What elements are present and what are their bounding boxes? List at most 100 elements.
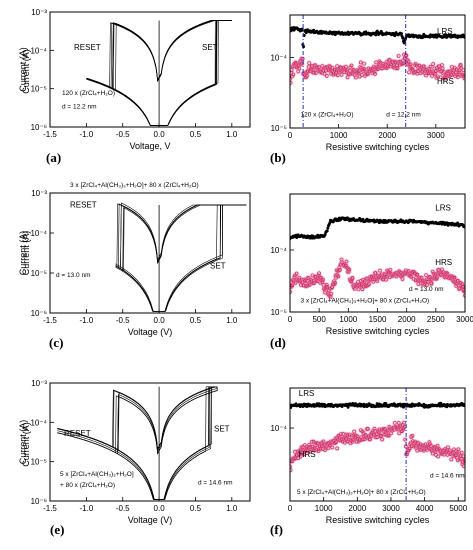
x-tick-label: 0: [288, 504, 293, 513]
data-point: [346, 266, 350, 271]
hrs-band-point: [387, 63, 394, 70]
hrs-band-point: [321, 71, 328, 77]
x-tick-label: 0.0: [154, 130, 166, 139]
hrs-band-point: [406, 69, 412, 76]
annotation: HRS: [435, 258, 452, 267]
hrs-band-point: [310, 438, 317, 445]
hrs-band-point: [355, 286, 362, 292]
data-point: [368, 67, 373, 71]
hrs-band-point: [402, 436, 409, 443]
data-point: [416, 440, 420, 445]
hrs-band-point: [402, 443, 409, 450]
hrs-band-point: [296, 274, 303, 281]
data-point: [315, 279, 320, 284]
data-point: [350, 440, 355, 444]
data-point: [373, 271, 378, 275]
data-point: [442, 70, 446, 74]
data-point: [396, 421, 401, 425]
data-point: [392, 65, 397, 70]
data-point: [430, 448, 434, 452]
annotation: RESET: [74, 43, 101, 52]
hrs-band-point: [305, 64, 312, 70]
iv-curve: [115, 204, 247, 312]
iv-curve: [115, 203, 247, 312]
hrs-band-point: [316, 270, 322, 277]
plot-frame: [49, 192, 251, 314]
x-tick-label: 2500: [427, 315, 445, 324]
data-point: [459, 457, 463, 461]
data-point: [395, 427, 400, 432]
hrs-band-point: [328, 284, 335, 291]
y-axis-label: Current (A): [21, 231, 31, 276]
hrs-band-point: [434, 274, 440, 281]
hrs-band-point: [300, 71, 306, 77]
hrs-band-point: [342, 439, 348, 446]
data-point: [316, 449, 321, 453]
hrs-band-point: [432, 448, 439, 455]
x-axis-label: Resistive switching cycles: [326, 326, 430, 336]
hrs-band-point: [300, 451, 307, 458]
chart-panel: -1.5 -1.0 -0.5 0.0 0.5 1.0 10⁻⁶ 10⁻⁵ 10⁻⁴ 10⁻³ Vol…: [18, 379, 251, 537]
hrs-band-point: [397, 422, 404, 429]
hrs-band-point: [400, 60, 407, 67]
x-tick-label: 3000: [427, 131, 445, 140]
hrs-band-point: [408, 274, 415, 280]
hrs-band-point: [371, 69, 378, 75]
x-tick-label: 3000: [382, 504, 400, 513]
hrs-band-point: [359, 72, 365, 78]
hrs-band-point: [395, 53, 402, 59]
data-point: [392, 421, 397, 425]
annotation: LRS: [437, 27, 453, 36]
data-point: [333, 280, 337, 285]
data-point: [349, 279, 353, 283]
data-point: [435, 74, 440, 79]
hrs-band-point: [430, 270, 437, 277]
data-point: [362, 61, 366, 66]
hrs-band-point: [360, 67, 366, 74]
iv-curve: [57, 386, 218, 500]
x-tick-label: -1.0: [79, 504, 93, 513]
plot-area: [115, 202, 247, 313]
hrs-band-point: [454, 278, 461, 285]
hrs-band-point: [380, 60, 387, 67]
hrs-band-point: [374, 278, 381, 284]
data-point: [428, 274, 432, 279]
x-tick-label: 0.5: [190, 504, 202, 513]
data-point: [338, 268, 342, 272]
data-point: [435, 275, 439, 280]
data-point: [458, 63, 463, 67]
data-point: [290, 283, 294, 288]
hrs-band-point: [308, 63, 315, 70]
hrs-band-point: [293, 270, 300, 277]
hrs-band-point: [424, 68, 431, 74]
hrs-band-point: [357, 427, 364, 433]
data-point: [375, 279, 380, 283]
hrs-band-point: [361, 60, 367, 67]
iv-curve: [115, 202, 247, 312]
data-point: [294, 61, 298, 66]
hrs-band-point: [312, 70, 319, 76]
data-point: [361, 437, 365, 441]
hrs-band-point: [403, 52, 410, 59]
data-point: [410, 433, 415, 438]
data-point: [462, 288, 465, 292]
data-point: [459, 66, 463, 70]
data-point: [292, 275, 297, 279]
data-point: [357, 74, 362, 79]
hrs-band-point: [374, 65, 381, 72]
data-point: [344, 64, 348, 69]
data-point: [316, 441, 320, 446]
data-point: [304, 284, 309, 288]
x-tick-label: 4000: [416, 504, 434, 513]
data-point: [371, 68, 376, 73]
data-point: [370, 275, 375, 279]
data-point: [422, 64, 426, 69]
data-point: [412, 271, 417, 275]
data-point: [435, 444, 440, 448]
data-point: [325, 229, 329, 233]
data-point: [408, 441, 413, 445]
data-point: [305, 74, 309, 78]
hrs-band-point: [458, 65, 464, 71]
annotation: d = 13.0 nm: [56, 272, 91, 279]
data-point: [434, 272, 438, 276]
